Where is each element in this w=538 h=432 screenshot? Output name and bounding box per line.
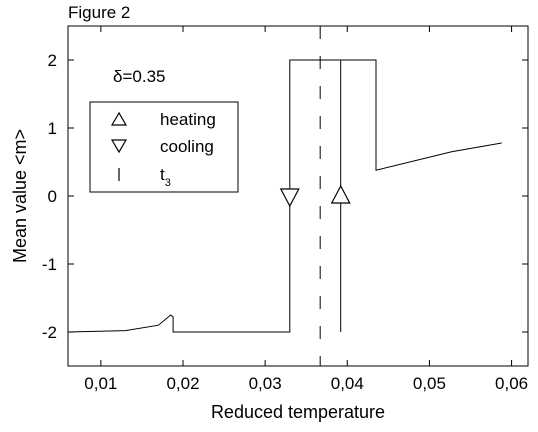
x-axis-title: Reduced temperature — [211, 402, 385, 422]
delta-annotation: δ=0.35 — [113, 67, 165, 86]
y-tick-label: 2 — [48, 51, 57, 70]
legend-cooling-label: cooling — [160, 137, 214, 156]
legend-box — [89, 101, 239, 193]
axis-ticks: 0,01 0,02 0,03 0,04 0,05 0,06 -2 -1 0 1 2 — [42, 26, 528, 393]
y-tick-label: -1 — [42, 255, 57, 274]
y-tick-label: -2 — [42, 323, 57, 342]
data-markers — [279, 184, 351, 208]
series-line — [67, 59, 502, 333]
x-tick-label: 0,06 — [495, 374, 528, 393]
y-tick-label: 1 — [48, 119, 57, 138]
figure-label: Figure 2 — [68, 3, 130, 22]
legend-t3-label: t3 — [160, 165, 171, 189]
down-triangle-marker — [279, 188, 300, 208]
x-tick-label: 0,04 — [331, 374, 364, 393]
y-tick-label: 0 — [48, 187, 57, 206]
x-tick-label: 0,05 — [413, 374, 446, 393]
up-triangle-marker — [330, 184, 351, 204]
x-tick-label: 0,01 — [84, 374, 117, 393]
x-tick-label: 0,02 — [166, 374, 199, 393]
legend-down-triangle-icon — [110, 139, 128, 154]
legend: heating cooling t3 — [89, 101, 239, 193]
legend-up-triangle-icon — [110, 111, 128, 126]
legend-heating-label: heating — [160, 110, 216, 129]
y-axis-title: Mean value <m> — [10, 129, 30, 263]
x-tick-label: 0,03 — [249, 374, 282, 393]
